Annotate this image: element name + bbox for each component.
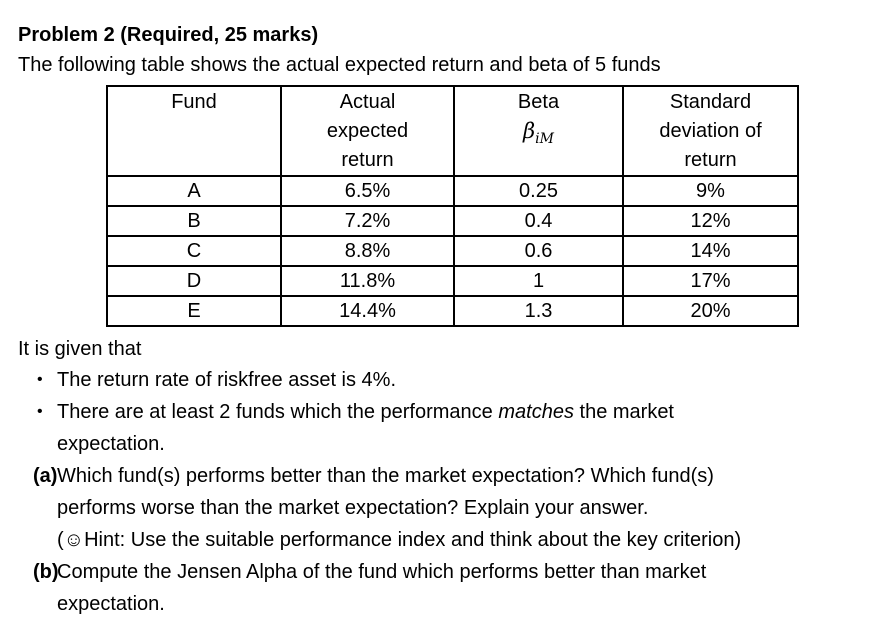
cell-actual-return: 8.8% bbox=[280, 235, 455, 267]
question-b-label: (b) bbox=[33, 561, 59, 583]
problem-title: Problem 2 (Required, 25 marks) bbox=[18, 24, 319, 46]
cell-std-dev: 17% bbox=[622, 265, 799, 297]
header-std-line2: deviation of bbox=[659, 120, 762, 142]
cell-beta: 0.25 bbox=[453, 175, 624, 207]
question-a-line1: (a) Which fund(s) performs better than t… bbox=[18, 460, 869, 492]
question-a-line2: performs worse than the market expectati… bbox=[57, 497, 649, 519]
cell-actual-return: 14.4% bbox=[280, 295, 455, 327]
table-row: B 7.2% 0.4 12% bbox=[106, 205, 799, 237]
question-b-text: Compute the Jensen Alpha of the fund whi… bbox=[57, 561, 707, 583]
bullet-text-wrap: expectation. bbox=[57, 433, 165, 455]
header-actual-line2: expected bbox=[326, 120, 409, 142]
bullet-line: • There are at least 2 funds which the p… bbox=[18, 396, 869, 428]
question-a-text: Which fund(s) performs better than the m… bbox=[57, 465, 714, 487]
cell-beta: 0.4 bbox=[453, 205, 624, 237]
header-fund-label: Fund bbox=[171, 91, 217, 113]
cell-fund: D bbox=[106, 265, 282, 297]
cell-actual-return: 11.8% bbox=[280, 265, 455, 297]
column-header-fund: Fund bbox=[106, 85, 282, 177]
beta-subscript: iM bbox=[535, 131, 554, 148]
header-beta-label: Beta bbox=[517, 91, 560, 113]
hint-open-paren: ( bbox=[57, 529, 64, 551]
bullet-item-riskfree: • The return rate of riskfree asset is 4… bbox=[18, 364, 869, 396]
bullet-item-matches: • There are at least 2 funds which the p… bbox=[18, 396, 869, 460]
cell-actual-return: 6.5% bbox=[280, 175, 455, 207]
question-b: (b) Compute the Jensen Alpha of the fund… bbox=[18, 556, 869, 620]
cell-fund: A bbox=[106, 175, 282, 207]
bullet-text-pre: There are at least 2 funds which the per… bbox=[57, 401, 499, 423]
question-b-line1: (b) Compute the Jensen Alpha of the fund… bbox=[18, 556, 869, 588]
cell-fund: B bbox=[106, 205, 282, 237]
header-actual-line3: return bbox=[341, 149, 394, 171]
table-header-row: Fund Actual expected return Beta βiM Sta… bbox=[106, 85, 799, 177]
table-row: C 8.8% 0.6 14% bbox=[106, 235, 799, 267]
cell-std-dev: 9% bbox=[622, 175, 799, 207]
question-a-label: (a) bbox=[33, 465, 58, 487]
cell-std-dev: 14% bbox=[622, 235, 799, 267]
cell-std-dev: 12% bbox=[622, 205, 799, 237]
beta-greek-letter: β bbox=[523, 119, 536, 143]
cell-beta: 1.3 bbox=[453, 295, 624, 327]
column-header-std-dev: Standard deviation of return bbox=[622, 85, 799, 177]
column-header-beta: Beta βiM bbox=[453, 85, 624, 177]
table-row: D 11.8% 1 17% bbox=[106, 265, 799, 297]
cell-beta: 1 bbox=[453, 265, 624, 297]
table-row: E 14.4% 1.3 20% bbox=[106, 295, 799, 327]
header-std-line3: return bbox=[684, 149, 737, 171]
hint-text: Hint: Use the suitable performance index… bbox=[84, 529, 742, 551]
intro-text: The following table shows the actual exp… bbox=[18, 54, 661, 76]
header-actual-line1: Actual bbox=[339, 91, 396, 113]
beta-symbol: βiM bbox=[455, 117, 622, 154]
bullet-icon: • bbox=[37, 403, 43, 420]
funds-table: Fund Actual expected return Beta βiM Sta… bbox=[106, 85, 799, 327]
column-header-actual-return: Actual expected return bbox=[280, 85, 455, 177]
bullet-text: The return rate of riskfree asset is 4%. bbox=[57, 369, 397, 391]
question-a-hint: (☺Hint: Use the suitable performance ind… bbox=[57, 524, 869, 556]
bullet-text-italic: matches bbox=[498, 401, 574, 423]
smiley-icon: ☺ bbox=[63, 529, 85, 551]
header-std-line1: Standard bbox=[669, 91, 752, 113]
question-a: (a) Which fund(s) performs better than t… bbox=[18, 460, 869, 556]
cell-std-dev: 20% bbox=[622, 295, 799, 327]
given-lead: It is given that bbox=[18, 338, 142, 360]
cell-beta: 0.6 bbox=[453, 235, 624, 267]
cell-fund: E bbox=[106, 295, 282, 327]
bullet-text-post: the market bbox=[573, 401, 675, 423]
bullet-list: • The return rate of riskfree asset is 4… bbox=[18, 364, 869, 460]
bullet-icon: • bbox=[37, 371, 43, 388]
table-row: A 6.5% 0.25 9% bbox=[106, 175, 799, 207]
question-b-line2: expectation. bbox=[57, 593, 165, 615]
cell-actual-return: 7.2% bbox=[280, 205, 455, 237]
bullet-text: There are at least 2 funds which the per… bbox=[57, 396, 674, 428]
cell-fund: C bbox=[106, 235, 282, 267]
